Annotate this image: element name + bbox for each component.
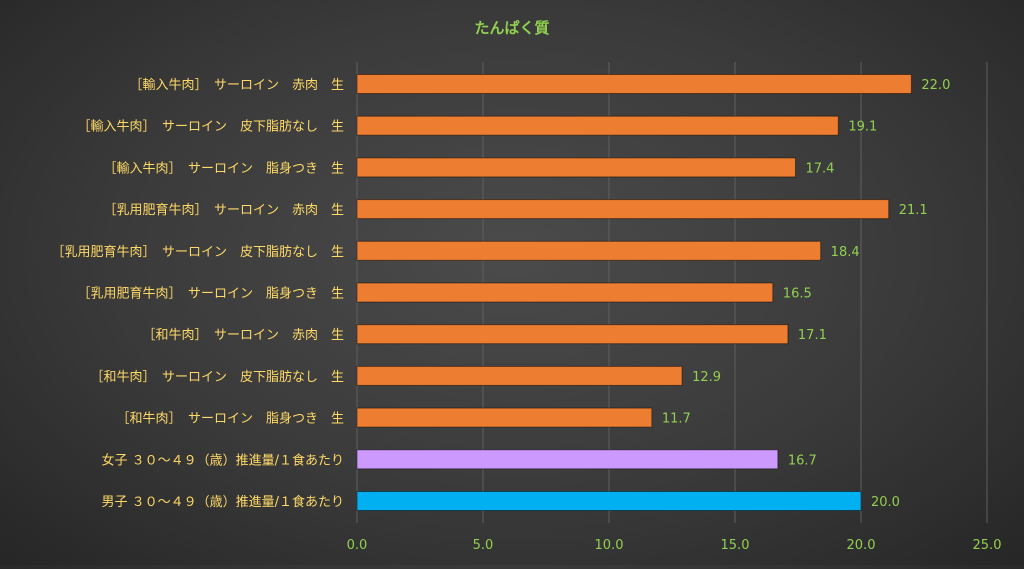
bar bbox=[356, 115, 839, 136]
value-label: 18.4 bbox=[831, 245, 860, 260]
category-label: ［乳用肥育牛肉］ サーロイン 脂身つき 生 bbox=[77, 286, 344, 302]
category-label: ［輸入牛肉］ サーロイン 脂身つき 生 bbox=[103, 160, 344, 176]
bar bbox=[356, 491, 862, 511]
x-tick-label: 10.0 bbox=[595, 538, 624, 553]
category-label: ［和牛肉］ サーロイン 脂身つき 生 bbox=[116, 411, 344, 427]
value-label: 17.1 bbox=[798, 328, 827, 343]
value-label: 21.1 bbox=[899, 203, 928, 218]
category-label: 女子 ３０～４９（歳）推進量/１食あたり bbox=[101, 452, 344, 468]
bar bbox=[356, 449, 779, 470]
bar bbox=[356, 282, 774, 303]
value-label: 12.9 bbox=[692, 370, 721, 385]
bar bbox=[356, 407, 653, 428]
category-label: ［和牛肉］ サーロイン 赤肉 生 bbox=[142, 328, 344, 343]
x-tick-label: 5.0 bbox=[473, 538, 494, 553]
bar bbox=[356, 240, 822, 261]
chart-title: たんぱく質 bbox=[474, 19, 549, 37]
bar bbox=[356, 365, 683, 386]
value-labels: 22.0 19.1 17.4 21.1 18.4 16.5 17.1 12.9 11.7 16.7… bbox=[662, 78, 951, 510]
category-label: ［乳用肥育牛肉］ サーロイン 皮下脂肪なし 生 bbox=[51, 244, 344, 260]
category-labels: ［輸入牛肉］ サーロイン 赤肉 生 ［輸入牛肉］ サーロイン 皮下脂肪なし 生 ［輸… bbox=[51, 78, 344, 510]
value-label: 19.1 bbox=[848, 120, 877, 135]
x-tick-label: 15.0 bbox=[721, 538, 750, 553]
category-label: 男子 ３０～４９（歳）推進量/１食あたり bbox=[101, 494, 344, 510]
value-label: 11.7 bbox=[662, 412, 691, 427]
value-label: 16.5 bbox=[783, 287, 812, 302]
category-label: ［輸入牛肉］ サーロイン 皮下脂肪なし 生 bbox=[77, 119, 344, 135]
x-tick-labels: 0.0 5.0 10.0 15.0 20.0 25.0 bbox=[347, 538, 1002, 553]
category-label: ［和牛肉］ サーロイン 皮下脂肪なし 生 bbox=[90, 369, 344, 385]
bar bbox=[356, 74, 912, 94]
value-label: 22.0 bbox=[921, 78, 950, 93]
value-label: 17.4 bbox=[805, 161, 834, 176]
category-label: ［乳用肥育牛肉］ サーロイン 赤肉 生 bbox=[103, 202, 344, 218]
category-label: ［輸入牛肉］ サーロイン 赤肉 生 bbox=[129, 78, 344, 93]
value-label: 20.0 bbox=[871, 495, 900, 510]
x-tick-label: 0.0 bbox=[347, 538, 368, 553]
bar bbox=[356, 324, 789, 345]
x-tick-label: 25.0 bbox=[973, 538, 1002, 553]
bars bbox=[356, 74, 912, 511]
bar bbox=[356, 199, 890, 220]
value-label: 16.7 bbox=[788, 453, 817, 468]
bar bbox=[356, 157, 796, 178]
x-tick-label: 20.0 bbox=[847, 538, 876, 553]
